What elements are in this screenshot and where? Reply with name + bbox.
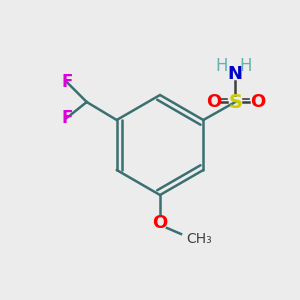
Text: H: H [239, 57, 252, 75]
Text: O: O [250, 93, 265, 111]
Text: N: N [228, 65, 243, 83]
Text: O: O [152, 214, 168, 232]
Text: CH₃: CH₃ [186, 232, 212, 246]
Text: F: F [61, 109, 72, 127]
Text: F: F [61, 73, 72, 91]
Text: S: S [228, 92, 242, 112]
Text: O: O [206, 93, 221, 111]
Text: H: H [215, 57, 228, 75]
